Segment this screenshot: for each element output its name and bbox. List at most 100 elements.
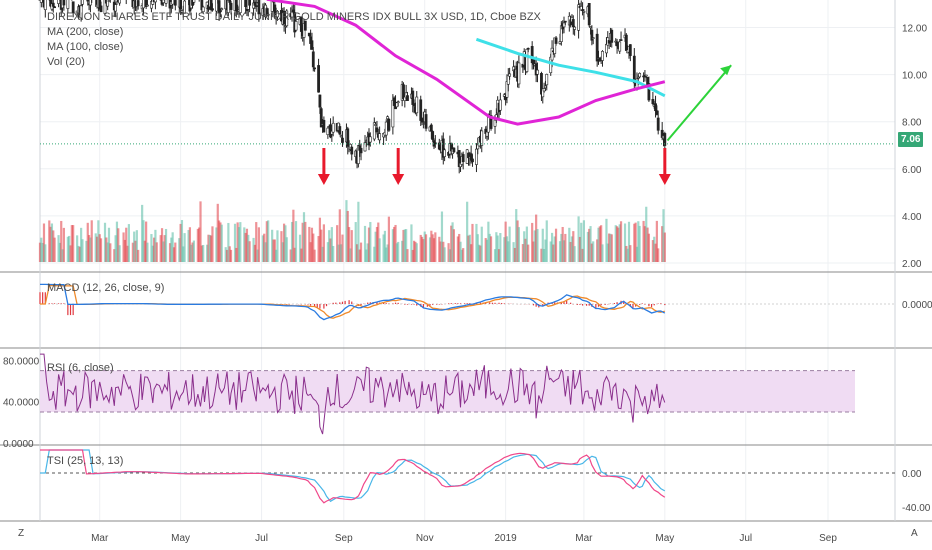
volume-bar <box>363 225 367 262</box>
timezone-button[interactable]: Z <box>18 528 25 539</box>
volume-bar <box>377 222 380 262</box>
volume-bar <box>395 243 398 262</box>
candle-body <box>326 127 330 135</box>
volume-bar <box>225 249 229 262</box>
candle-body <box>475 148 478 165</box>
volume-bar <box>462 248 465 262</box>
rsi-legend[interactable]: RSI (6, close) <box>47 362 114 374</box>
volume-bar <box>467 235 470 262</box>
volume-bar <box>317 236 320 262</box>
y-tick-label: 6.00 <box>902 165 922 176</box>
volume-bar <box>651 240 654 262</box>
volume-bar <box>609 233 612 262</box>
volume-bar <box>293 247 296 262</box>
volume-bar <box>227 222 230 262</box>
volume-bar <box>109 243 112 262</box>
volume-bar <box>72 225 75 262</box>
volume-bar <box>475 223 478 262</box>
axes: Mar May Jul Sep Nov 2019 Mar May Jul Sep 12.00 10.0… <box>3 24 932 544</box>
candle-body <box>173 0 177 6</box>
volume-bar <box>292 209 295 262</box>
candle-body <box>411 90 415 105</box>
y-tick-label: 4.00 <box>902 212 922 223</box>
volume-bar <box>330 227 333 262</box>
candle-body <box>571 19 575 28</box>
volume-bar <box>199 201 202 262</box>
volume-bar <box>592 241 595 262</box>
candle-body <box>395 102 399 108</box>
candle-body <box>253 1 257 6</box>
volume-bar <box>326 242 329 262</box>
down-arrow-head <box>317 174 330 185</box>
volume-bar <box>243 227 246 262</box>
x-tick-label: Jul <box>739 533 752 544</box>
volume-bar <box>171 232 174 262</box>
volume-bar <box>456 236 459 262</box>
volume-bar <box>329 238 332 262</box>
volume-bar <box>61 249 64 262</box>
volume-bar <box>480 226 483 262</box>
ma100-legend[interactable]: MA (100, close) <box>47 41 124 53</box>
volume-bar <box>411 249 414 262</box>
volume-bar <box>497 249 501 262</box>
volume-bar <box>459 241 462 262</box>
volume-bar <box>535 214 538 262</box>
candle-body <box>338 126 342 135</box>
volume-bar <box>357 201 360 262</box>
candle-body <box>114 4 118 12</box>
volume-bar <box>382 234 385 262</box>
volume-bar <box>657 248 660 262</box>
volume-bars <box>38 200 666 262</box>
candle-body <box>636 76 640 79</box>
volume-bar <box>244 232 247 262</box>
volume-bar <box>513 247 517 262</box>
volume-bar <box>265 221 268 262</box>
volume-bar <box>191 242 194 262</box>
candle-body <box>171 0 175 5</box>
candle-body <box>443 149 447 157</box>
volume-bar <box>338 209 341 262</box>
candle-body <box>191 0 194 6</box>
volume-bar <box>215 227 218 262</box>
volume-bar <box>544 239 547 262</box>
volume-bar <box>521 244 524 262</box>
candle-body <box>285 10 289 27</box>
macd-legend[interactable]: MACD (12, 26, close, 9) <box>47 282 165 294</box>
volume-bar <box>507 241 510 262</box>
candle-body <box>563 20 567 23</box>
volume-bar <box>340 244 343 262</box>
candle-body <box>81 0 84 5</box>
volume-bar <box>180 220 184 262</box>
volume-bar <box>58 242 61 262</box>
candle-body <box>651 99 655 105</box>
volume-bar <box>588 228 591 262</box>
auto-scale-button[interactable]: A <box>911 528 918 539</box>
volume-bar <box>440 211 444 262</box>
candle-body <box>57 0 60 4</box>
candle-body <box>654 103 657 112</box>
candle-body <box>536 69 539 75</box>
volume-bar <box>470 244 473 262</box>
volume-bar <box>638 225 641 262</box>
candle-body <box>329 124 332 138</box>
tsi-legend[interactable]: TSI (25, 13, 13) <box>47 455 124 467</box>
candle-body <box>53 6 56 9</box>
volume-bar <box>182 246 185 262</box>
volume-bar <box>532 241 535 262</box>
volume-bar <box>524 238 527 262</box>
volume-bar <box>127 224 130 262</box>
candle-body <box>106 0 110 7</box>
volume-bar <box>126 245 129 262</box>
volume-bar <box>57 235 60 262</box>
volume-bar <box>412 240 416 262</box>
volume-bar <box>80 227 83 262</box>
volume-bar <box>233 223 237 262</box>
volume-bar <box>493 249 497 262</box>
volume-bar <box>239 222 242 262</box>
candle-body <box>542 88 546 92</box>
volume-legend[interactable]: Vol (20) <box>47 56 85 68</box>
candlestick-series <box>38 0 667 174</box>
ma200-legend[interactable]: MA (200, close) <box>47 26 124 38</box>
x-tick-label: May <box>171 533 190 544</box>
